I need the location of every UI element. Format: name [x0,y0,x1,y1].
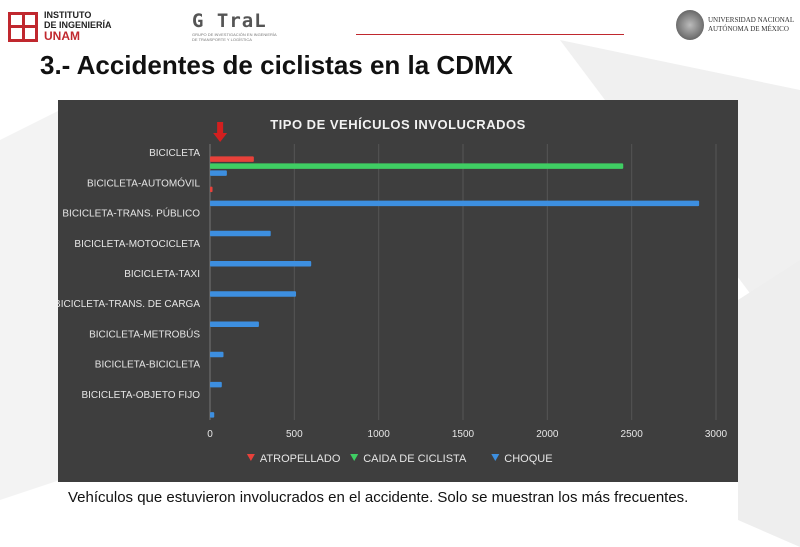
gotrat-name: G TraL [192,10,267,32]
category-label: BICICLETA-AUTOMÓVIL [87,176,200,189]
institute-line3: UNAM [44,29,80,43]
category-label: BICICLETA-METROBÚS [89,327,200,340]
chart-title: TIPO DE VEHÍCULOS INVOLUCRADOS [270,117,526,132]
legend-label: ATROPELLADO [260,453,341,465]
institute-line2: DE INGENIERÍA [44,20,112,30]
bar-choque [210,291,297,297]
x-tick-label: 1500 [452,429,475,440]
gotrat-subtitle: GRUPO DE INVESTIGACIÓN EN INGENIERÍA DE … [192,32,277,42]
bar-caida-de-ciclista [210,163,624,169]
unam-line2: AUTÓNOMA DE MÉXICO [708,25,789,33]
bar-choque [210,170,227,176]
institute-line1: INSTITUTO [44,10,92,20]
legend-label: CHOQUE [504,453,552,465]
x-tick-label: 0 [207,429,213,440]
slide-title: 3.- Accidentes de ciclistas en la CDMX [40,50,513,80]
legend-marker-icon [350,454,359,461]
bar-atropellado [210,186,213,193]
gotrat-logo: G TraL GRUPO DE INVESTIGACIÓN EN INGENIE… [192,10,282,42]
legend-marker-icon [491,454,500,461]
red-arrow-marker-icon [213,122,228,142]
x-tick-label: 2000 [536,429,559,440]
bar-chart: TIPO DE VEHÍCULOS INVOLUCRADOS 0 500 1000 15… [58,117,728,465]
bar-choque [210,412,215,418]
slide-caption: Vehículos que estuvieron involucrados en… [68,489,689,506]
category-label: BICICLETA-TAXI [124,269,200,280]
legend-marker-icon [246,454,255,461]
category-label: BICICLETA-BICICLETA [95,360,201,371]
chart-panel: TIPO DE VEHÍCULOS INVOLUCRADOS 0 500 1000 15… [58,100,738,482]
category-label: BICICLETA-TRANS. DE CARGA [58,299,200,310]
bar-choque [210,261,312,267]
bar-choque [210,351,224,358]
category-label: BICICLETA [149,148,200,159]
bar-choque [210,230,271,237]
category-label: BICICLETA-TRANS. PÚBLICO [62,207,200,220]
x-tick-label: 1000 [368,429,391,440]
institute-logo: INSTITUTO DE INGENIERÍA UNAM [8,10,112,43]
unam-seal-icon [676,10,704,40]
bar-choque [210,381,222,388]
x-tick-label: 500 [286,429,303,440]
unam-line1: UNIVERSIDAD NACIONAL [708,16,795,24]
bar-choque [210,200,700,207]
institute-emblem-icon [8,11,38,42]
unam-logo: UNIVERSIDAD NACIONAL AUTÓNOMA DE MÉXICO [676,10,794,40]
bar-atropellado [210,156,254,162]
category-label: BICICLETA-OBJETO FIJO [81,390,200,401]
x-tick-label: 2500 [621,429,644,440]
x-tick-label: 3000 [705,429,728,440]
legend-label: CAIDA DE CICLISTA [363,453,467,465]
category-label: BICICLETA-MOTOCICLETA [74,239,200,250]
bar-choque [210,321,259,327]
header-divider [356,34,624,35]
